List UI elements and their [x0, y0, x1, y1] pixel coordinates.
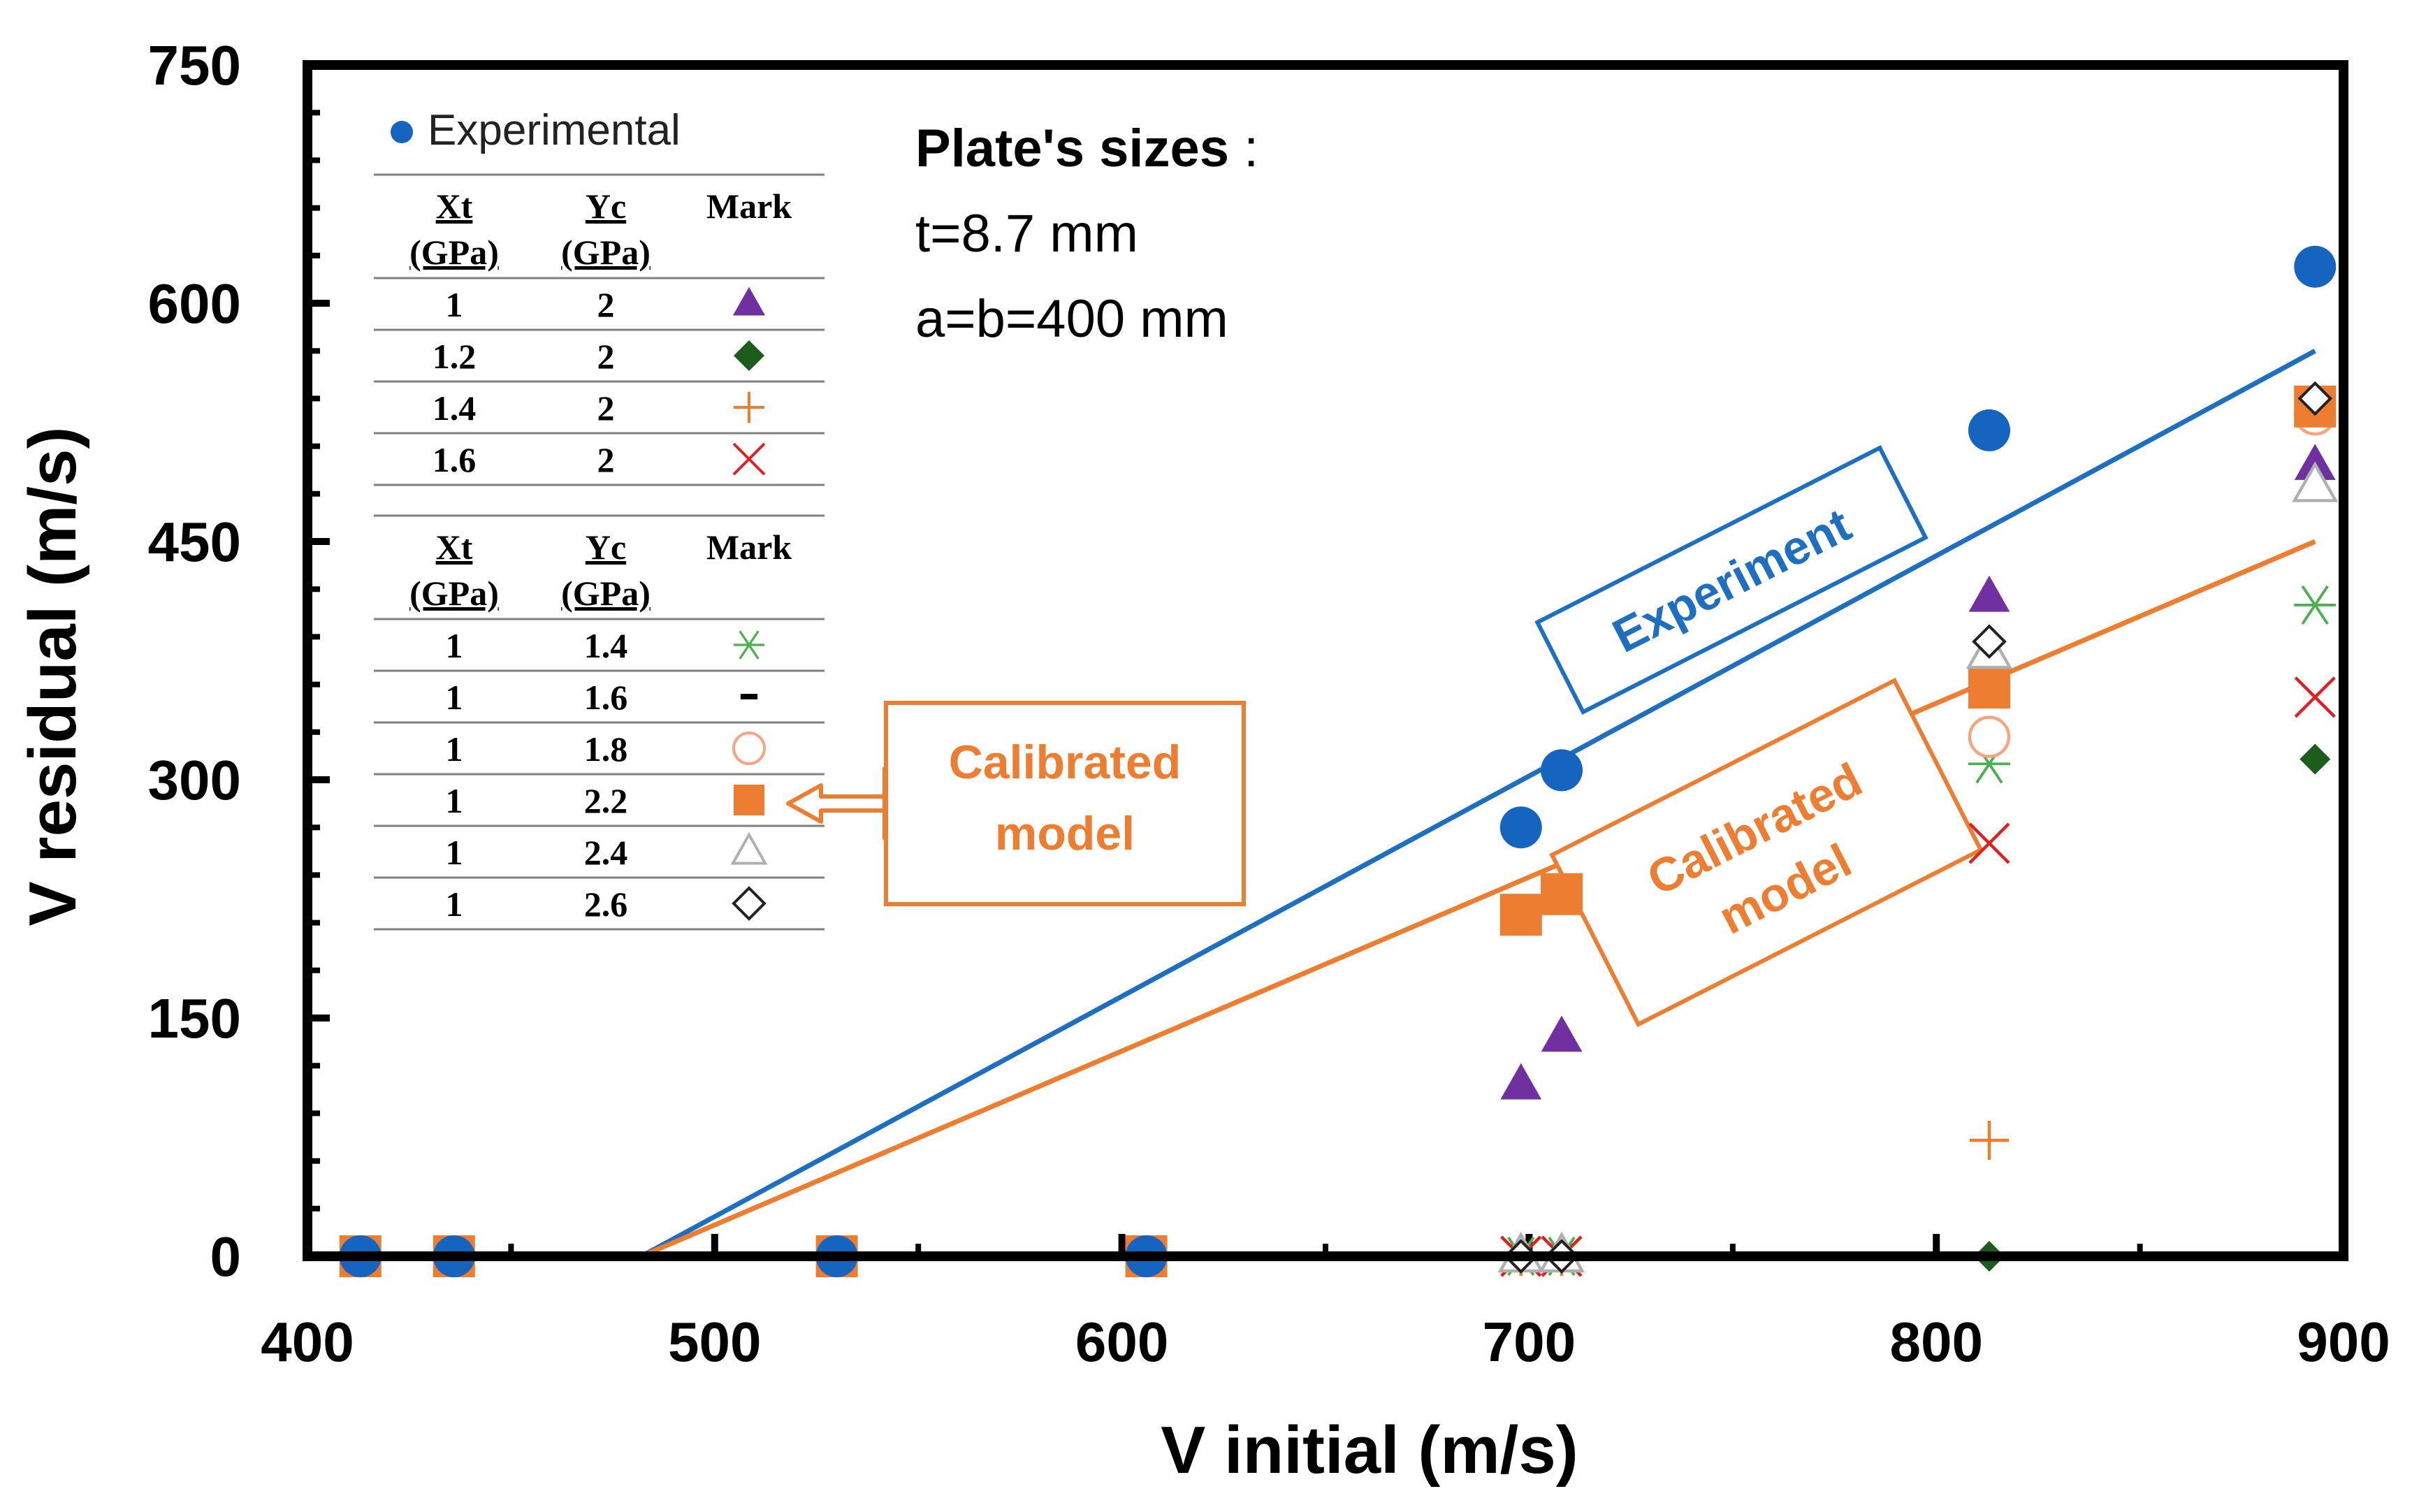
legend-experimental-label: Experimental: [428, 106, 681, 154]
table2-row5-mark: [732, 886, 767, 921]
plate-thickness: t=8.7 mm: [915, 204, 1138, 263]
point-xt1_yc22-5: [1541, 873, 1583, 915]
table2-row1-xt: 1: [446, 678, 463, 717]
table2-row4-mark: [730, 831, 768, 865]
x-tick-label-700: 700: [1483, 1311, 1576, 1373]
table2-header-yc-unit: (GPa): [561, 574, 651, 613]
callout-box: [884, 701, 1246, 906]
y-tick-label-150: 150: [148, 987, 241, 1049]
plate-sizes-title: Plate's sizes :: [915, 119, 1258, 178]
point-xt1_yc22-6: [1968, 667, 2010, 709]
table2-row0-mark: [734, 630, 764, 660]
y-tick-label-300: 300: [148, 749, 241, 811]
fit-lines: [640, 349, 2316, 1259]
table2-row2-mark: [732, 732, 766, 765]
point-xt16_yc2-2: [1968, 822, 2010, 864]
plate-dimensions: a=b=400 mm: [915, 289, 1228, 349]
calibrated-box-border: [1549, 677, 1984, 1028]
table2-row2-xt: 1: [446, 729, 463, 769]
table1-header-yc-unit: (GPa): [561, 233, 651, 272]
y-tick-label-750: 750: [148, 34, 241, 96]
x-tick-label-500: 500: [668, 1311, 761, 1373]
legend-experimental-marker: [391, 121, 413, 143]
table2-row1-yc: 1.6: [584, 678, 628, 717]
point-experimental-5: [1541, 749, 1583, 792]
point-xt1_yc14-3: [2294, 585, 2337, 625]
x-axis-title: V initial (m/s): [1161, 1413, 1578, 1488]
point-xt1_yc18-0: [1968, 715, 2011, 758]
table1-row0-mark: [732, 286, 766, 316]
table2-row5-yc: 2.6: [584, 885, 628, 924]
point-xt12_yc2-3: [2300, 743, 2331, 775]
x-tick-label-600: 600: [1075, 1311, 1168, 1373]
table1-header-yc: Yc: [586, 187, 626, 226]
point-experimental-6: [1968, 409, 2010, 451]
table-lines: [374, 173, 825, 931]
table1-row1-yc: 2: [597, 337, 615, 376]
plot-frame: [303, 60, 2348, 1261]
table2-row4-xt: 1: [446, 833, 463, 872]
x-tick-label-800: 800: [1889, 1311, 1982, 1373]
table1-header-xt-unit: (GPa): [409, 233, 499, 272]
table2-header-xt-unit: (GPa): [409, 574, 499, 613]
y-tick-label-600: 600: [148, 272, 241, 335]
point-xt1_yc26-2: [1972, 624, 2007, 660]
x-tick-label-900: 900: [2297, 1311, 2390, 1373]
table1-row2-xt: 1.4: [433, 388, 477, 428]
callout-text-line2: model: [995, 807, 1135, 860]
point-xt1_yc2-3: [1541, 1015, 1583, 1052]
legend-table: Experimental Xt Yc Mark (GPa) (GPa) 1 2 1.2 2 1.4…: [374, 106, 825, 931]
y-tick-label-0: 0: [210, 1226, 242, 1288]
callout-text-line1: Calibrated: [949, 736, 1182, 789]
fit-line-0: [640, 349, 2316, 1259]
y-tick-label-450: 450: [148, 511, 241, 573]
calibrated-callout: Calibrated model: [786, 701, 1246, 906]
table2-row3-xt: 1: [446, 781, 463, 820]
point-xt1_yc22-4: [1499, 894, 1542, 936]
table2-row3-yc: 2.2: [584, 781, 628, 820]
point-xt1_yc2-4: [1968, 575, 2010, 612]
legend-experimental-dot: [391, 121, 413, 143]
experiment-box-border: [1534, 444, 1929, 715]
x-tick-label-400: 400: [261, 1311, 354, 1373]
table-text: Xt Yc Mark (GPa) (GPa) 1 2 1.2 2 1.4 2 1.6 2 Xt Yc Mark…: [409, 187, 792, 924]
table1-row1-mark: [734, 340, 764, 371]
table2-row4-yc: 2.4: [584, 833, 628, 872]
point-experimental-4: [1499, 806, 1542, 849]
fit-line-1: [640, 539, 2316, 1259]
point-xt1_yc2-2: [1500, 1063, 1542, 1100]
point-xt1_yc26-3: [2297, 381, 2333, 416]
table1-header-mark: Mark: [706, 187, 792, 226]
table2-header-yc: Yc: [586, 528, 626, 567]
table1-row3-xt: 1.6: [433, 440, 477, 479]
point-experimental-7: [2294, 245, 2337, 288]
table1-row0-xt: 1: [446, 285, 463, 324]
axis-tick-labels: 400 500 600 700 800 900 0 150 300 450 600 750: [148, 34, 2390, 1373]
table2-header-mark: Mark: [706, 528, 792, 567]
calibrated-label-box: Calibrated model: [1549, 677, 1984, 1028]
table2-row5-xt: 1: [446, 885, 463, 924]
plate-sizes-note: Plate's sizes : t=8.7 mm a=b=400 mm: [915, 119, 1258, 349]
table1-row2-yc: 2: [597, 388, 615, 428]
table1-row3-yc: 2: [597, 440, 615, 479]
table2-row1-mark: [740, 694, 758, 699]
point-xt16_yc2-3: [2294, 676, 2336, 718]
table1-row3-mark: [732, 442, 766, 476]
series-layer: [339, 245, 2339, 1277]
table1-row0-yc: 2: [597, 285, 615, 324]
table2-row0-xt: 1: [446, 626, 463, 665]
table2-header-xt: Xt: [436, 528, 473, 567]
table2-row3-mark: [734, 785, 764, 815]
table2-row2-yc: 1.8: [584, 729, 628, 769]
point-xt1_yc24-3: [2291, 461, 2339, 502]
table2-row0-yc: 1.4: [584, 626, 628, 665]
y-axis-title: V residual (m/s): [15, 427, 90, 926]
table1-row2-mark: [734, 392, 764, 423]
table-markers: [730, 286, 768, 921]
table1-row1-xt: 1.2: [433, 337, 477, 376]
point-xt14_yc2-2: [1969, 1121, 2009, 1161]
table1-header-xt: Xt: [436, 187, 473, 226]
